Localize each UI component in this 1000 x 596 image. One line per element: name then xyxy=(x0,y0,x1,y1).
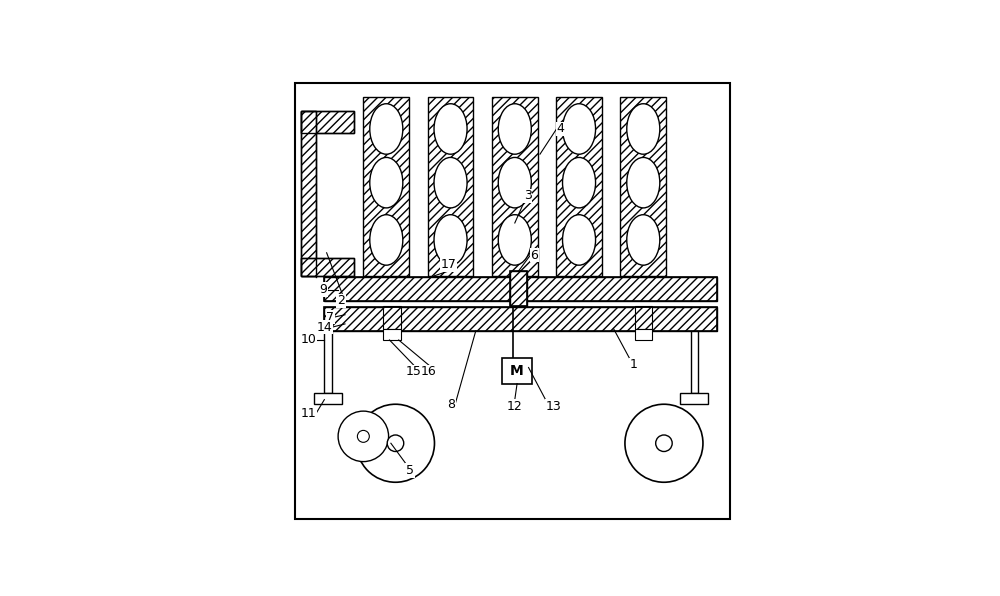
Circle shape xyxy=(656,435,672,452)
Ellipse shape xyxy=(370,157,403,208)
Text: 6: 6 xyxy=(530,249,538,262)
Bar xyxy=(301,258,354,276)
Bar xyxy=(635,306,652,328)
Ellipse shape xyxy=(563,157,596,208)
Bar xyxy=(635,328,652,340)
Text: 5: 5 xyxy=(406,464,414,477)
Circle shape xyxy=(387,435,404,452)
Bar xyxy=(301,111,316,276)
Bar xyxy=(428,97,473,276)
Text: 13: 13 xyxy=(546,400,561,412)
Ellipse shape xyxy=(498,104,531,154)
Text: 8: 8 xyxy=(447,398,455,411)
Text: 10: 10 xyxy=(300,334,316,346)
Bar xyxy=(620,97,666,276)
Text: 17: 17 xyxy=(440,258,456,271)
Text: 16: 16 xyxy=(421,365,437,378)
Bar xyxy=(556,97,602,276)
Ellipse shape xyxy=(498,157,531,208)
Bar xyxy=(301,258,354,276)
Text: 9: 9 xyxy=(319,283,327,296)
Ellipse shape xyxy=(434,104,467,154)
Bar xyxy=(301,111,354,134)
Bar xyxy=(680,393,708,404)
Circle shape xyxy=(356,404,434,482)
Bar xyxy=(324,277,717,301)
Bar xyxy=(492,97,538,276)
Ellipse shape xyxy=(370,104,403,154)
Text: 3: 3 xyxy=(524,190,532,202)
Bar xyxy=(301,111,354,134)
Bar xyxy=(324,331,332,393)
Bar xyxy=(363,97,409,276)
Ellipse shape xyxy=(434,157,467,208)
Ellipse shape xyxy=(434,215,467,265)
Ellipse shape xyxy=(498,215,531,265)
Text: 15: 15 xyxy=(406,365,422,378)
Text: 4: 4 xyxy=(557,122,564,135)
Text: 1: 1 xyxy=(630,358,637,371)
Bar xyxy=(510,271,527,306)
Ellipse shape xyxy=(627,215,660,265)
Text: 14: 14 xyxy=(316,321,332,334)
Bar xyxy=(314,393,342,404)
Ellipse shape xyxy=(563,215,596,265)
Text: 2: 2 xyxy=(337,294,345,308)
Bar xyxy=(502,358,532,384)
Bar xyxy=(301,111,316,276)
Ellipse shape xyxy=(627,157,660,208)
Text: 11: 11 xyxy=(300,407,316,420)
Ellipse shape xyxy=(627,104,660,154)
Circle shape xyxy=(338,411,389,461)
Text: 12: 12 xyxy=(507,400,523,412)
Ellipse shape xyxy=(563,104,596,154)
Text: 7: 7 xyxy=(326,311,334,324)
Bar xyxy=(383,328,401,340)
Bar xyxy=(324,307,717,331)
Bar xyxy=(510,271,527,306)
Bar xyxy=(324,277,717,301)
Ellipse shape xyxy=(370,215,403,265)
Circle shape xyxy=(357,430,369,442)
Text: M: M xyxy=(510,364,524,378)
Circle shape xyxy=(625,404,703,482)
Bar xyxy=(383,306,401,328)
Bar xyxy=(324,307,717,331)
Bar xyxy=(691,331,698,393)
